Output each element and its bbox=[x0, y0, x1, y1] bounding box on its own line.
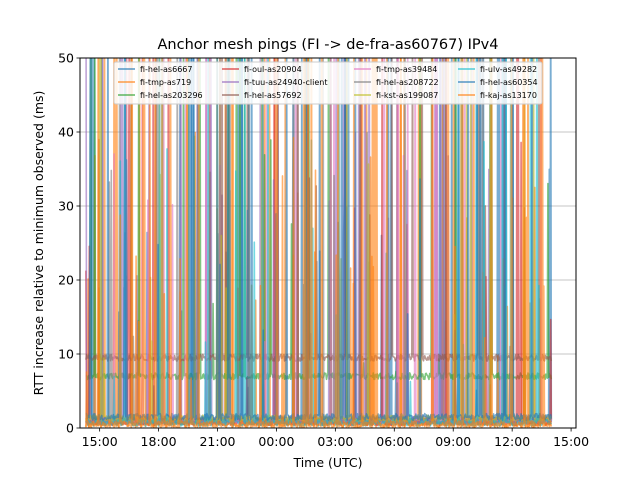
x-tick-label: 03:00 bbox=[317, 434, 353, 449]
x-tick-label: 00:00 bbox=[258, 434, 294, 449]
plot-frame bbox=[79, 57, 577, 429]
legend-label: fi-tuu-as24940-client bbox=[244, 78, 327, 87]
x-tick-label: 18:00 bbox=[141, 434, 177, 449]
legend-label: fi-hel-as60354 bbox=[480, 78, 538, 87]
y-axis-label: RTT increase relative to minimum observe… bbox=[31, 91, 46, 396]
legend: fi-hel-as6667 fi-tmp-as719 fi-hel-as203296… bbox=[113, 61, 543, 105]
legend-label: fi-hel-as6667 bbox=[140, 65, 192, 74]
legend-label: fi-ulv-as49282 bbox=[480, 65, 537, 74]
x-tick-label: 21:00 bbox=[199, 434, 235, 449]
legend-label: fi-hel-as208722 bbox=[376, 78, 439, 87]
legend-label: fi-tmp-as39484 bbox=[376, 65, 437, 74]
legend-label: fi-hel-as57692 bbox=[244, 91, 302, 100]
x-tick-label: 15:00 bbox=[553, 434, 589, 449]
x-tick-label: 06:00 bbox=[376, 434, 412, 449]
y-tick-label: 40 bbox=[58, 125, 74, 140]
series-lines bbox=[85, 58, 553, 428]
y-tick-label: 50 bbox=[58, 51, 74, 66]
legend-label: fi-kst-as199087 bbox=[376, 91, 438, 100]
x-tick-label: 09:00 bbox=[435, 434, 471, 449]
legend-box bbox=[113, 61, 543, 105]
legend-label: fi-tmp-as719 bbox=[140, 78, 191, 87]
x-axis-label: Time (UTC) bbox=[292, 455, 362, 470]
series-line bbox=[85, 58, 552, 428]
x-axis: 15:00 18:00 21:00 00:00 03:00 06:00 09:00 12:00… bbox=[82, 428, 589, 449]
y-tick-label: 10 bbox=[58, 347, 74, 362]
legend-label: fi-kaj-as13170 bbox=[480, 91, 537, 100]
y-axis: 0 10 20 30 40 50 bbox=[58, 51, 80, 436]
y-tick-label: 20 bbox=[58, 273, 74, 288]
legend-items: fi-hel-as6667 fi-tmp-as719 fi-hel-as203296… bbox=[118, 65, 538, 100]
legend-label: fi-oul-as20904 bbox=[244, 65, 302, 74]
x-tick-label: 12:00 bbox=[494, 434, 530, 449]
y-tick-label: 30 bbox=[58, 199, 74, 214]
legend-label: fi-hel-as203296 bbox=[140, 91, 203, 100]
y-tick-label: 0 bbox=[66, 421, 74, 436]
x-tick-label: 15:00 bbox=[82, 434, 118, 449]
chart-title: Anchor mesh pings (FI -> de-fra-as60767)… bbox=[158, 37, 499, 53]
